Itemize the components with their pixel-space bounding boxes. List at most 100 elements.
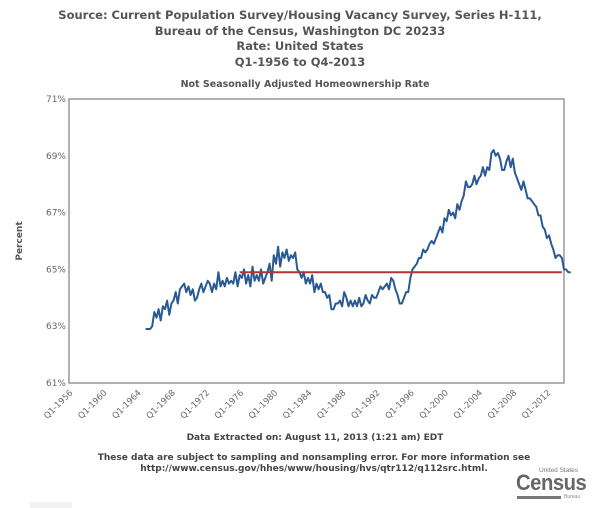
series-points xyxy=(145,149,572,330)
series-point xyxy=(170,302,173,305)
series-point xyxy=(300,277,303,279)
series-point xyxy=(309,283,311,285)
series-point xyxy=(228,283,230,285)
source-url-link[interactable]: http://www.census.gov/hhes/www/housing/h… xyxy=(140,464,488,474)
series-point xyxy=(379,285,382,288)
series-point xyxy=(552,248,554,251)
title-line-rate: Rate: United States xyxy=(236,39,364,53)
series-point xyxy=(347,305,350,307)
x-tick-label: Q1-1956 xyxy=(42,388,75,421)
series-point xyxy=(190,294,192,296)
series-point xyxy=(386,283,388,285)
series-point xyxy=(241,277,243,279)
series-point xyxy=(198,288,200,290)
series-point xyxy=(254,280,256,282)
series-point xyxy=(177,302,179,305)
series-point xyxy=(256,274,258,276)
series-point xyxy=(454,217,456,219)
series-point xyxy=(166,300,168,302)
series-point xyxy=(382,288,384,290)
series-point xyxy=(162,305,164,307)
series-point xyxy=(164,308,166,310)
series-point xyxy=(153,311,155,313)
series-point xyxy=(486,166,488,168)
series-point xyxy=(187,285,190,288)
series-point xyxy=(482,166,484,168)
series-point xyxy=(213,283,215,285)
census-bureau-logo: United States Census Bureau xyxy=(512,467,587,503)
series-point xyxy=(390,277,392,279)
series-point xyxy=(546,237,548,239)
series-point xyxy=(492,149,495,151)
series-point xyxy=(330,308,333,310)
series-point xyxy=(569,271,572,273)
series-point xyxy=(200,283,202,285)
series-point xyxy=(443,217,446,219)
series-point xyxy=(258,280,260,282)
x-tick-label: Q1-1964 xyxy=(111,388,144,421)
series-point xyxy=(179,288,181,290)
series-point xyxy=(495,155,497,157)
series-point xyxy=(367,300,369,302)
series-point xyxy=(424,251,426,253)
bottom-tab-shadow xyxy=(30,502,72,508)
series-point xyxy=(539,214,542,217)
series-point xyxy=(450,214,452,217)
series-point xyxy=(175,291,177,293)
series-point xyxy=(362,302,365,305)
series-point xyxy=(204,285,207,288)
series-point xyxy=(377,291,379,293)
series-point xyxy=(296,268,298,270)
series-point xyxy=(520,189,522,191)
series-point xyxy=(544,229,546,231)
series-point xyxy=(420,257,422,259)
series-point xyxy=(183,283,185,285)
x-tick-label: Q1-1976 xyxy=(213,388,246,421)
series-point xyxy=(294,251,296,253)
series-point xyxy=(531,200,533,202)
x-tick-label: Q1-1992 xyxy=(350,388,383,421)
chart-title-block: Source: Current Population Survey/Housin… xyxy=(0,8,600,70)
series-point xyxy=(151,325,153,327)
series-point xyxy=(484,175,486,177)
series-point xyxy=(456,203,458,205)
series-point xyxy=(172,300,175,302)
series-point xyxy=(529,197,531,199)
series-point xyxy=(537,214,539,217)
series-point xyxy=(524,189,527,191)
series-point xyxy=(260,268,262,270)
series-point xyxy=(196,297,198,299)
series-point xyxy=(354,300,356,302)
series-point xyxy=(405,291,407,293)
title-line-period: Q1-1956 to Q4-2013 xyxy=(234,54,366,69)
series-point xyxy=(264,277,266,279)
series-point xyxy=(510,166,512,168)
series-point xyxy=(435,237,437,239)
series-point xyxy=(460,200,463,202)
series-point xyxy=(422,248,424,251)
series-point xyxy=(343,291,345,293)
series-point xyxy=(360,305,362,307)
series-point xyxy=(469,186,471,188)
series-point xyxy=(222,280,224,282)
x-tick-label: Q1-1968 xyxy=(145,388,178,421)
series-point xyxy=(431,240,433,242)
series-point xyxy=(396,294,399,296)
series-point xyxy=(501,169,503,171)
series-point xyxy=(475,183,478,185)
series-point xyxy=(192,288,194,290)
series-point xyxy=(181,285,183,288)
x-tick-label: Q1-1960 xyxy=(76,388,109,421)
series-point xyxy=(275,263,277,265)
series-point xyxy=(298,271,301,273)
series-point xyxy=(281,251,283,253)
series-point xyxy=(463,194,465,197)
series-point xyxy=(318,288,320,290)
series-point xyxy=(290,254,292,256)
series-point xyxy=(407,291,409,293)
series-point xyxy=(345,297,347,299)
series-point xyxy=(207,280,209,282)
series-point xyxy=(358,297,360,299)
series-point xyxy=(490,152,493,154)
y-tick-label: 67% xyxy=(46,209,66,219)
